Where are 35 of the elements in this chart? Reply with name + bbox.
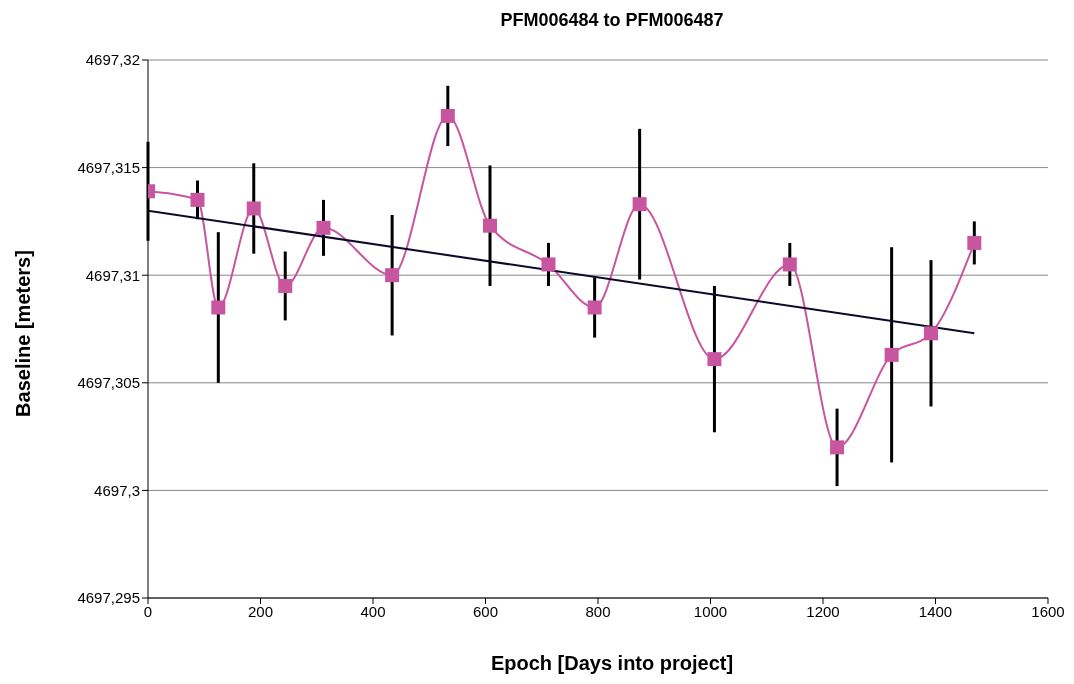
y-tick-label: 4697,315	[77, 158, 140, 176]
point	[967, 235, 982, 250]
y-tick-label: 4697,3	[94, 481, 140, 499]
point	[385, 268, 400, 283]
point	[632, 197, 647, 212]
x-axis-title: Epoch [Days into project]	[489, 652, 735, 675]
point	[440, 108, 455, 123]
point	[707, 352, 722, 367]
point	[884, 347, 899, 362]
y-tick-label: 4697,295	[77, 589, 140, 607]
point	[782, 257, 797, 272]
x-tick-label: 1000	[693, 602, 728, 620]
x-tick-label: 400	[360, 602, 386, 620]
x-tick-label: 1400	[918, 602, 953, 620]
x-tick-label: 800	[585, 602, 611, 620]
point	[246, 201, 261, 216]
point	[587, 300, 602, 315]
point	[278, 278, 293, 293]
y-axis-title: Baseline [meters]	[11, 249, 35, 417]
x-tick-label: 0	[143, 602, 153, 620]
x-tick-label: 1200	[806, 602, 840, 620]
y-tick-label: 4697,305	[77, 374, 140, 392]
point	[541, 257, 556, 272]
point	[830, 440, 845, 455]
point	[211, 300, 226, 315]
x-tick-label: 200	[247, 602, 274, 620]
point	[483, 218, 497, 233]
x-tick-label: 600	[472, 602, 499, 620]
y-tick-label: 4697,31	[85, 266, 140, 284]
y-tick-label: 4697,32	[85, 51, 140, 69]
point	[924, 326, 938, 341]
point	[190, 192, 205, 207]
point	[316, 220, 331, 235]
x-tick-label: 1600	[1031, 602, 1065, 620]
chart-title: PFM006484 to PFM006487	[499, 9, 725, 31]
